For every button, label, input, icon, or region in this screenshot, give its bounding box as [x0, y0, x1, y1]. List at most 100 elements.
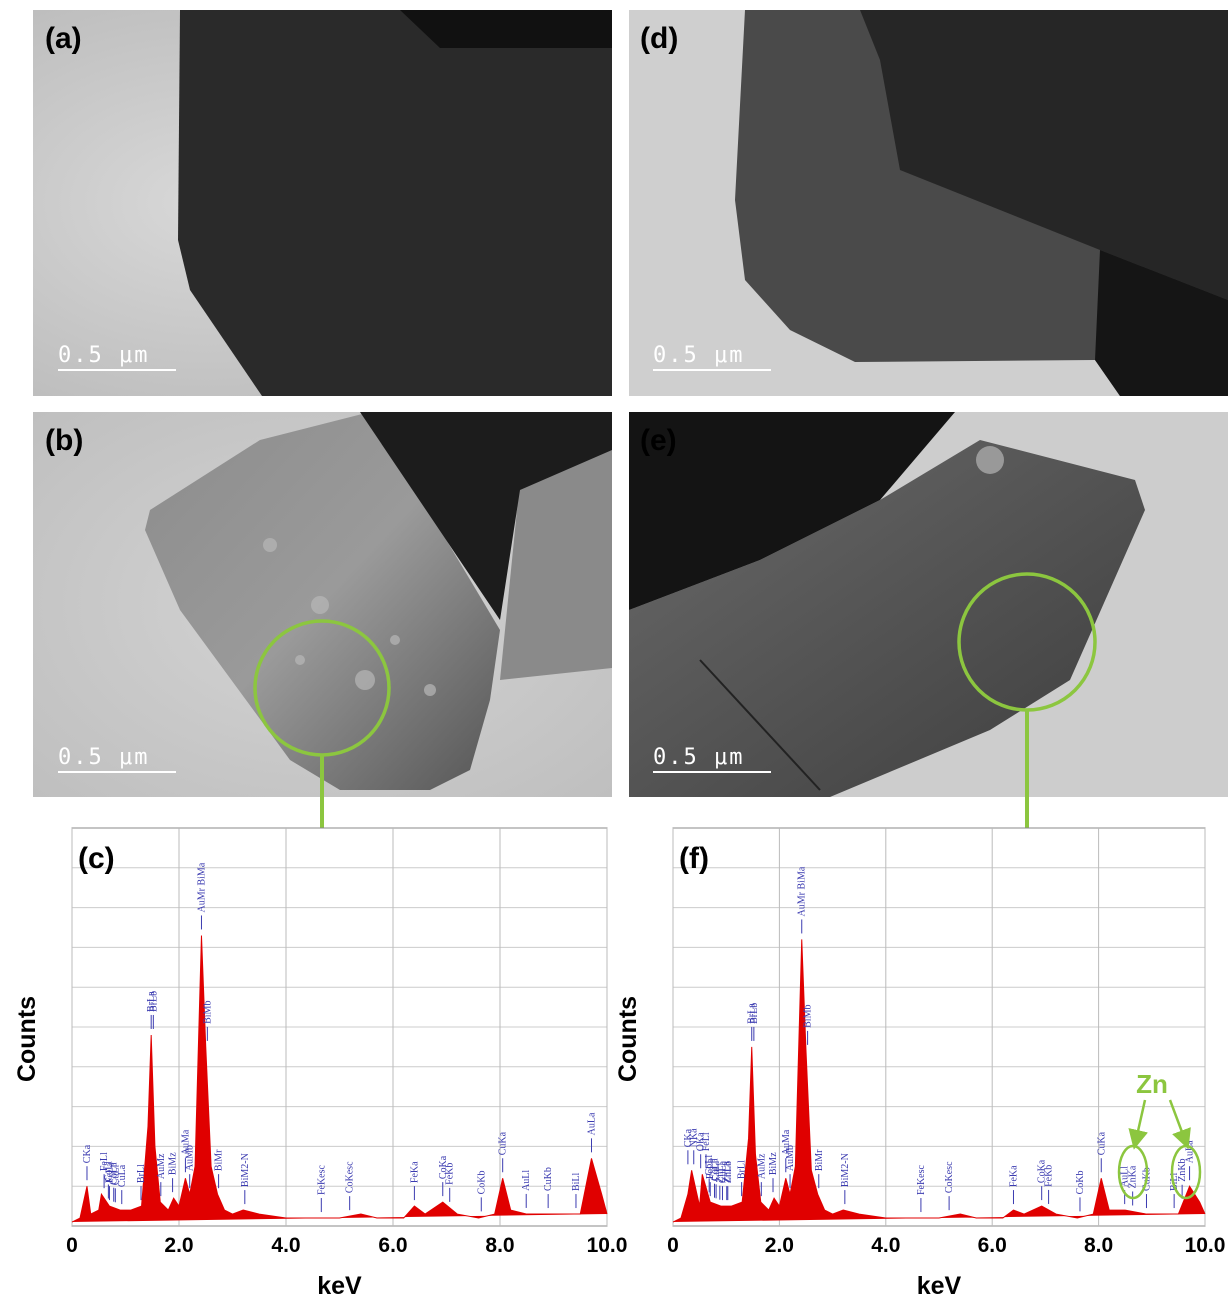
x-tick-label: 4.0 [871, 1234, 900, 1257]
tem-image-e: (e) 0.5 μm [629, 412, 1228, 921]
peak-label: FeKesc [916, 1164, 927, 1195]
x-tick-label: 8.0 [485, 1234, 514, 1257]
peak-label: CuKa [498, 1131, 509, 1155]
peak-label: ZnLl [715, 1162, 726, 1182]
peak-label: ZnKb [1177, 1158, 1188, 1181]
peak-label: FeKesc [316, 1164, 327, 1195]
peak-label: CoKb [476, 1170, 487, 1194]
x-tick-label: 2.0 [164, 1234, 193, 1257]
peak-label: BrLb [749, 1003, 760, 1024]
peak-label: AuMb [785, 1145, 796, 1171]
panel-label: (b) [45, 424, 83, 457]
panel-label: (e) [640, 424, 677, 457]
peak-label: CuLl [711, 1161, 722, 1182]
peak-label: AuMb [185, 1145, 196, 1171]
panel-label: (f) [679, 842, 709, 875]
peak-label: AuLa [586, 1112, 597, 1135]
peak-label: BrLa [146, 991, 157, 1012]
peak-label: FeKb [445, 1163, 456, 1185]
peak-label: CuLa [117, 1164, 128, 1187]
x-tick-label: 2.0 [765, 1234, 794, 1257]
peak-label: FeKa [409, 1161, 420, 1183]
peak-label: CKa [82, 1144, 93, 1163]
x-tick-label: 10.0 [587, 1234, 628, 1257]
peak-label: FeLl [701, 1132, 712, 1151]
panel-label: (c) [78, 842, 115, 875]
peak-label: FeKa [1008, 1165, 1019, 1187]
peak-label: CoLa [109, 1162, 120, 1185]
peak-label: AuMr BiMa [196, 862, 207, 912]
peak-label: AuMz [156, 1153, 167, 1179]
peak-label: CoKesc [345, 1161, 356, 1193]
panel-label: (d) [640, 22, 678, 55]
peak-label: OKa [696, 1132, 707, 1151]
peak-label: BiM2-N [840, 1153, 851, 1187]
peak-label: CKa [683, 1128, 694, 1147]
peak-label: FeLa [705, 1158, 716, 1179]
peak-label: CoKb [1075, 1170, 1086, 1194]
scale-bar: 0.5 μm [653, 745, 744, 770]
x-tick-label: 8.0 [1084, 1234, 1113, 1257]
peak-label: BiMb [803, 1005, 814, 1028]
x-axis-label: keV [917, 1272, 962, 1300]
scale-bar: 0.5 μm [58, 343, 149, 368]
y-axis-label: Counts [13, 996, 41, 1082]
peak-label: FeLl [99, 1152, 110, 1171]
peak-label: FeLa [104, 1162, 115, 1183]
peak-label: BrLl [737, 1160, 748, 1179]
peak-label: BiMz [168, 1152, 179, 1175]
scale-bar: 0.5 μm [58, 745, 149, 770]
tem-image-d: (d) 0.5 μm [629, 10, 1228, 396]
peak-label: AuMa [180, 1129, 191, 1155]
tem-image-a: (a) 0.5 μm [33, 10, 612, 396]
x-tick-label: 6.0 [978, 1234, 1007, 1257]
zn-markers [1117, 1099, 1202, 1200]
peak-label: AuLa [1185, 1140, 1196, 1163]
peak-label: BiLl [1169, 1173, 1180, 1192]
peak-label: AuMa [781, 1129, 792, 1155]
x-tick-label: 4.0 [271, 1234, 300, 1257]
peak-label: AuLl [1120, 1166, 1131, 1187]
peak-label: CoLl [103, 1161, 114, 1182]
y-axis-label: Counts [614, 996, 642, 1082]
peak-label: AuMz [756, 1153, 767, 1179]
peak-label: CuKb [543, 1167, 554, 1191]
peak-label: BiMb [202, 1001, 213, 1024]
peak-label: BrLa [747, 1003, 758, 1024]
x-tick-label: 0 [66, 1234, 78, 1257]
peak-label: CoKa [1037, 1159, 1048, 1183]
spectrum [672, 939, 1206, 1223]
tem-image-b: (b) 0.5 μm [33, 412, 612, 916]
panel-label: (a) [45, 22, 82, 55]
peak-label: CoKa [438, 1155, 449, 1179]
spectrum [71, 935, 608, 1223]
peak-label: CuLl [110, 1165, 121, 1186]
peak-label: BrLl [136, 1164, 147, 1183]
x-tick-label: 0 [667, 1234, 679, 1257]
peak-label: CuLa [717, 1160, 728, 1183]
peak-label: AuMr BiMa [797, 866, 808, 916]
peak-label: ZnLb [723, 1161, 734, 1183]
peak-label: CuKa [1096, 1131, 1107, 1155]
annotation: Zn [1136, 1069, 1168, 1099]
peak-label: CoLl [704, 1155, 715, 1176]
peak-label: BiMr [814, 1149, 825, 1171]
x-tick-label: 10.0 [1185, 1234, 1226, 1257]
peak-label: ZnLa [722, 1161, 733, 1183]
peak-label: CoLa [709, 1158, 720, 1181]
peak-label: AuLl [521, 1170, 532, 1191]
peak-label: BiLl [571, 1173, 582, 1192]
peak-label: CoKesc [944, 1161, 955, 1193]
peak-label: BiM2-N [240, 1153, 251, 1187]
peak-label: BrLb [148, 991, 159, 1012]
scale-bar: 0.5 μm [653, 343, 744, 368]
x-axis-label: keV [317, 1272, 362, 1300]
peak-label: FeKb [1044, 1165, 1055, 1187]
x-tick-label: 6.0 [378, 1234, 407, 1257]
peak-label: BiMr [214, 1149, 225, 1171]
peak-label: NKa [689, 1128, 700, 1147]
peak-label: BiMz [768, 1152, 779, 1175]
peak-label: ZnKa [1128, 1165, 1139, 1188]
